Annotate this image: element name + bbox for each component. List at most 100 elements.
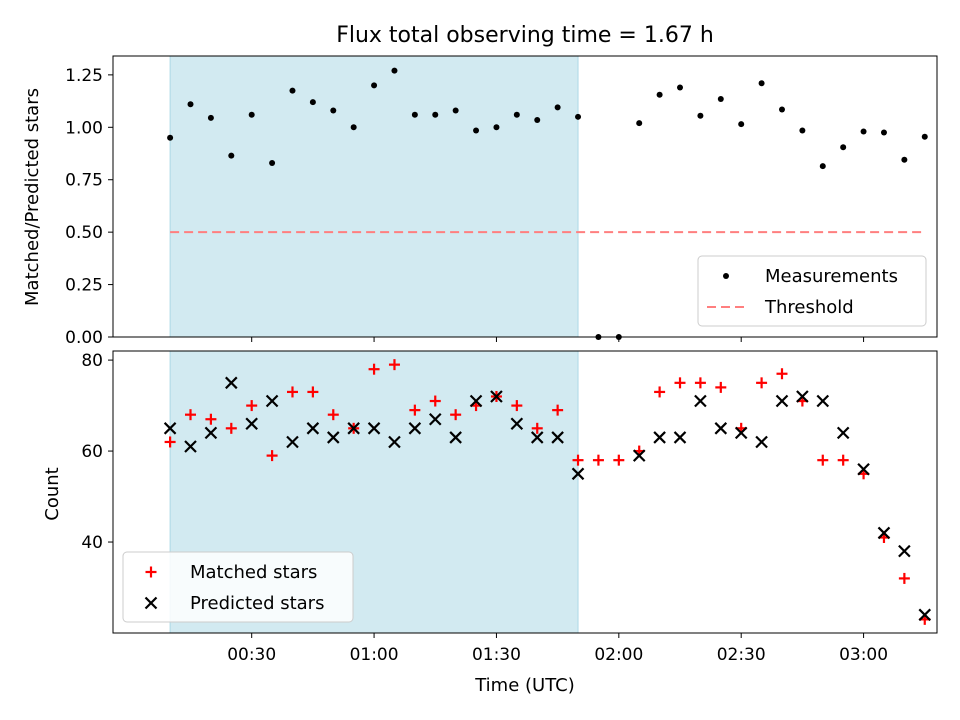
- predicted-star-point: [653, 431, 666, 444]
- top-y-tick-label: 0.00: [65, 328, 103, 348]
- predicted-marker-b: [918, 608, 932, 622]
- predicted-star-point: [204, 426, 218, 440]
- predicted-star-point: [245, 417, 258, 431]
- top-legend: Measurements Threshold: [697, 255, 927, 327]
- predicted-star-point: [755, 435, 768, 449]
- predicted-star-point: [428, 412, 442, 426]
- predicted-star-point: [734, 426, 748, 440]
- bottom-series-predicted-stars: [163, 376, 932, 622]
- measurement-point: [554, 104, 561, 111]
- measurement-point: [840, 144, 847, 151]
- predicted-marker-b: [796, 390, 809, 403]
- measurement-point: [411, 111, 418, 118]
- bottom-axes-frame: [112, 350, 938, 634]
- predicted-marker-b: [857, 462, 870, 476]
- predicted-marker-b: [265, 394, 279, 408]
- predicted-star-point: [571, 467, 585, 481]
- bottom-y-axis-label: Count: [42, 467, 63, 520]
- predicted-marker-b: [653, 431, 666, 444]
- predicted-star-point: [367, 422, 381, 435]
- measurement-point: [575, 113, 582, 120]
- measurement-point: [493, 124, 500, 131]
- measurement-point: [778, 106, 785, 113]
- predicted-star-point: [836, 426, 850, 440]
- plot-area: 0.00 0.25 0.50 0.75 1.00 1.25 Measurements Thre…: [65, 55, 938, 665]
- matched-star-point: [613, 454, 625, 466]
- top-y-tick-label: 1.25: [65, 66, 103, 86]
- predicted-marker-b: [877, 526, 891, 540]
- matched-star-point: [837, 454, 849, 466]
- predicted-star-point: [184, 440, 197, 453]
- measurement-point: [391, 67, 398, 74]
- matched-star-point: [450, 409, 462, 421]
- matched-star-point: [511, 400, 523, 412]
- measurement-point: [636, 120, 643, 127]
- matched-star-point: [898, 572, 910, 584]
- predicted-marker-b: [673, 431, 687, 444]
- legend-label: Measurements: [765, 266, 898, 287]
- measurement-point: [819, 163, 826, 170]
- predicted-star-point: [449, 431, 462, 444]
- predicted-marker-b: [163, 422, 177, 435]
- x-tick-label: 01:30: [472, 645, 521, 665]
- predicted-star-point: [388, 435, 401, 449]
- chart-title: Flux total observing time = 1.67 h: [336, 23, 714, 48]
- measurement-point: [758, 80, 765, 87]
- predicted-marker-b: [530, 431, 544, 444]
- x-tick-label: 03:00: [839, 645, 888, 665]
- measurement-point: [432, 111, 439, 118]
- measurement-point: [799, 127, 806, 134]
- matched-star-point: [531, 422, 543, 434]
- predicted-marker-b: [714, 422, 728, 435]
- predicted-marker-b: [490, 390, 503, 403]
- measurement-point: [513, 111, 520, 118]
- x-tick-label: 01:00: [350, 645, 399, 665]
- matched-star-point: [388, 359, 400, 371]
- legend-label: Threshold: [764, 297, 854, 318]
- matched-star-point: [266, 450, 278, 462]
- matched-star-point: [552, 404, 564, 416]
- measurement-point: [350, 124, 357, 131]
- predicted-marker-b: [286, 435, 299, 449]
- predicted-marker-b: [204, 426, 218, 440]
- predicted-star-point: [796, 390, 809, 403]
- matched-star-point: [654, 386, 666, 398]
- matched-star-point: [205, 413, 217, 425]
- predicted-marker-b: [388, 435, 401, 449]
- matched-star-point: [429, 395, 441, 407]
- predicted-marker-b: [775, 394, 789, 408]
- measurement-point: [860, 128, 867, 135]
- matched-star-point: [327, 409, 339, 421]
- bottom-y-tick-label: 80: [81, 351, 103, 371]
- predicted-marker-b: [306, 422, 320, 435]
- measurement-point: [677, 84, 684, 91]
- bottom-legend: Matched stars Predicted stars: [122, 551, 354, 623]
- top-shaded-interval: [169, 55, 579, 338]
- matched-star-point: [776, 368, 788, 380]
- matched-star-point: [756, 377, 768, 389]
- predicted-marker-b: [225, 376, 238, 390]
- predicted-marker-b: [816, 394, 830, 408]
- top-legend-box: [697, 255, 927, 327]
- matched-star-point: [592, 454, 604, 466]
- x-tick-label: 02:00: [594, 645, 643, 665]
- predicted-marker-b: [836, 426, 850, 440]
- predicted-star-point: [673, 431, 687, 444]
- predicted-marker-b: [898, 544, 911, 558]
- predicted-star-point: [265, 394, 279, 408]
- predicted-star-point: [510, 417, 524, 431]
- predicted-star-point: [816, 394, 830, 408]
- predicted-star-point: [530, 431, 544, 444]
- predicted-marker-b: [245, 417, 258, 431]
- predicted-marker-b: [510, 417, 524, 431]
- legend-label: Matched stars: [190, 562, 317, 583]
- predicted-marker-b: [469, 394, 483, 408]
- predicted-marker-b: [428, 412, 442, 426]
- measurement-point: [248, 111, 255, 118]
- measurement-point: [452, 107, 459, 114]
- measurement-point: [901, 156, 908, 163]
- predicted-marker-b: [571, 467, 585, 481]
- predicted-marker-b: [326, 431, 340, 444]
- predicted-star-point: [306, 422, 320, 435]
- predicted-star-point: [347, 422, 360, 435]
